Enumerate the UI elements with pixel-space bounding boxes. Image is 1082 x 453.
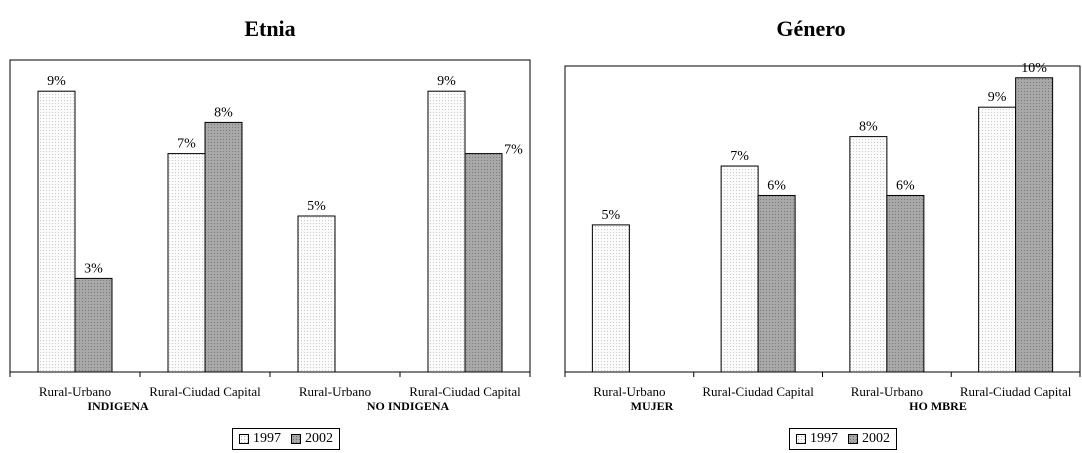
- bar-1997-1: [167, 153, 206, 373]
- data-label-1997-3: 9%: [988, 90, 1007, 105]
- data-label-2002-2: 6%: [896, 178, 915, 193]
- legend-entry-2002: 2002: [291, 431, 333, 447]
- data-label-1997-0: 9%: [47, 74, 66, 89]
- data-label-1997-1: 7%: [730, 149, 749, 164]
- bar-1997-2: [849, 136, 888, 373]
- etnia-chart-panel: Etnia 9% 3% Rural-Urbano 7% 8% Rural-Ciudad C…: [0, 0, 540, 453]
- bar-2002-1: [757, 194, 796, 373]
- bar-1997-3: [978, 106, 1017, 373]
- chart-legend: 1997 2002: [789, 428, 897, 450]
- legend-swatch-1997: [796, 434, 806, 444]
- chart-title: Género: [776, 16, 846, 41]
- bar-2002-0: [74, 277, 113, 373]
- legend-entry-2002: 2002: [848, 431, 890, 447]
- data-label-1997-2: 5%: [307, 199, 326, 214]
- bar-2002-3: [1015, 77, 1054, 373]
- data-label-2002-3: 10%: [1021, 61, 1047, 76]
- genero-chart-svg: 5% Rural-Urbano 7% 6% Rural-Ciudad Capital 8%…: [564, 61, 1081, 413]
- data-label-2002-0: 3%: [84, 261, 103, 276]
- legend-entry-1997: 1997: [239, 431, 281, 447]
- data-label-1997-1: 7%: [177, 137, 196, 152]
- group-label: INDIGENA: [87, 399, 149, 413]
- x-tick-label: Rural-Urbano: [851, 384, 923, 399]
- x-tick-label: Rural-Ciudad Capital: [702, 384, 814, 399]
- etnia-chart-svg: 9% 3% Rural-Urbano 7% 8% Rural-Ciudad Capital…: [9, 59, 531, 413]
- legend-swatch-2002: [291, 434, 301, 444]
- bar-2002-2: [886, 194, 925, 373]
- legend-label-1997: 1997: [810, 431, 838, 446]
- data-label-1997-3: 9%: [437, 74, 456, 89]
- legend-swatch-1997: [239, 434, 249, 444]
- x-tick-label: Rural-Ciudad Capital: [960, 384, 1072, 399]
- chart-title: Etnia: [244, 16, 296, 41]
- legend-label-1997: 1997: [253, 431, 281, 446]
- bar-1997-0: [591, 224, 630, 373]
- x-tick-label: Rural-Urbano: [299, 384, 371, 399]
- data-label-1997-0: 5%: [602, 208, 621, 223]
- data-label-2002-3: 7%: [504, 143, 523, 158]
- group-label: MUJER: [631, 399, 674, 413]
- bar-1997-0: [37, 90, 76, 373]
- genero-chart-panel: Género 5% Rural-Urbano 7% 6% Rural-Ciudad Ca…: [540, 0, 1082, 453]
- legend-entry-1997: 1997: [796, 431, 838, 447]
- x-tick-label: Rural-Urbano: [39, 384, 111, 399]
- bar-2002-3: [464, 153, 503, 373]
- group-label: HO MBRE: [909, 399, 967, 413]
- data-label-2002-1: 6%: [767, 178, 786, 193]
- legend-label-2002: 2002: [862, 431, 890, 446]
- chart-legend: 1997 2002: [232, 428, 340, 450]
- legend-swatch-2002: [848, 434, 858, 444]
- data-label-1997-2: 8%: [859, 120, 878, 135]
- legend-label-2002: 2002: [305, 431, 333, 446]
- group-label: NO INDIGENA: [367, 399, 450, 413]
- bar-2002-1: [204, 121, 243, 373]
- bar-1997-1: [720, 165, 759, 373]
- bar-1997-2: [297, 215, 336, 373]
- x-tick-label: Rural-Ciudad Capital: [149, 384, 261, 399]
- x-tick-label: Rural-Ciudad Capital: [409, 384, 521, 399]
- x-tick-label: Rural-Urbano: [593, 384, 665, 399]
- bar-1997-3: [427, 90, 466, 373]
- data-label-2002-1: 8%: [214, 105, 233, 120]
